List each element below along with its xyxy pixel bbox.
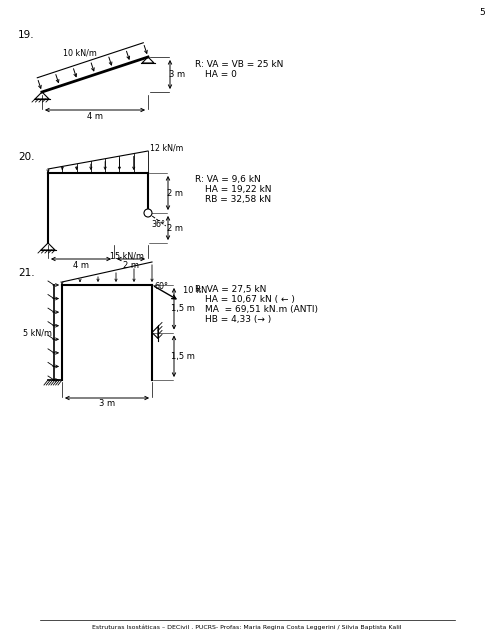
Text: 4 m: 4 m xyxy=(87,111,103,120)
Text: R: VA = VB = 25 kN: R: VA = VB = 25 kN xyxy=(195,60,283,69)
Text: 3 m: 3 m xyxy=(99,399,115,408)
Text: HB = 4,33 (→ ): HB = 4,33 (→ ) xyxy=(205,315,271,324)
Text: Estruturas Isostáticas – DECivil . PUCRS- Profas: Maria Regina Costa Leggerini /: Estruturas Isostáticas – DECivil . PUCRS… xyxy=(92,624,402,630)
Text: 4 m: 4 m xyxy=(73,260,89,269)
Text: HA = 10,67 kN ( ← ): HA = 10,67 kN ( ← ) xyxy=(205,295,295,304)
Text: 21.: 21. xyxy=(18,268,35,278)
Text: HA = 0: HA = 0 xyxy=(205,70,237,79)
Text: R: VA = 9,6 kN: R: VA = 9,6 kN xyxy=(195,175,261,184)
Text: 1,5 m: 1,5 m xyxy=(171,304,195,313)
Text: MA  = 69,51 kN.m (ANTI): MA = 69,51 kN.m (ANTI) xyxy=(205,305,318,314)
Text: 2 m: 2 m xyxy=(123,260,139,269)
Text: 10 kN: 10 kN xyxy=(183,286,207,295)
Text: 5: 5 xyxy=(479,8,485,17)
Text: R: VA = 27,5 kN: R: VA = 27,5 kN xyxy=(195,285,266,294)
Text: 3 m: 3 m xyxy=(169,70,185,79)
Text: HA = 19,22 kN: HA = 19,22 kN xyxy=(205,185,271,194)
Text: RB = 32,58 kN: RB = 32,58 kN xyxy=(205,195,271,204)
Text: 12 kN/m: 12 kN/m xyxy=(150,143,183,152)
Text: 5 kN/m: 5 kN/m xyxy=(22,328,51,337)
Circle shape xyxy=(144,209,152,217)
Text: 2 m: 2 m xyxy=(167,223,183,232)
Text: 60°: 60° xyxy=(154,282,168,291)
Text: 2 m: 2 m xyxy=(167,189,183,198)
Text: 19.: 19. xyxy=(18,30,35,40)
Text: 15 kN/m: 15 kN/m xyxy=(110,251,144,260)
Text: 10 kN/m: 10 kN/m xyxy=(63,48,97,57)
Text: 36°: 36° xyxy=(151,220,165,229)
Text: 20.: 20. xyxy=(18,152,35,162)
Text: 1,5 m: 1,5 m xyxy=(171,352,195,361)
